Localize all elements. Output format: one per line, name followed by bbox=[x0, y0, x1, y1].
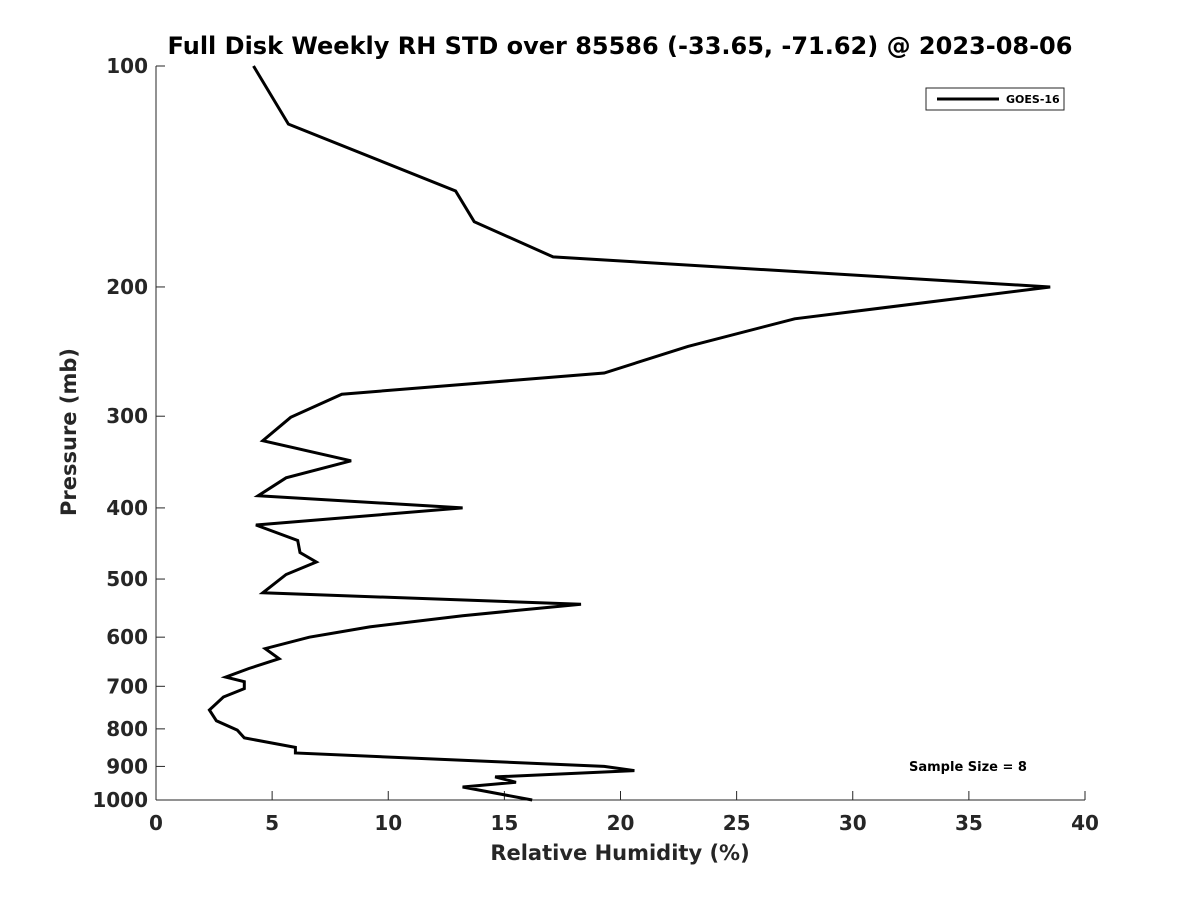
x-tick-label: 35 bbox=[955, 811, 983, 835]
x-tick-label: 15 bbox=[490, 811, 518, 835]
x-tick-label: 20 bbox=[607, 811, 635, 835]
y-axis-ticks: 100 200 300 400 500 600 700 800 900 1000 bbox=[92, 54, 165, 812]
x-axis-ticks: 0 5 10 15 20 25 30 35 40 bbox=[149, 791, 1099, 835]
x-tick-label: 30 bbox=[839, 811, 867, 835]
axes bbox=[155, 66, 1085, 801]
legend-entry-goes-16: GOES-16 bbox=[1006, 93, 1060, 106]
plot-area bbox=[156, 66, 1085, 800]
y-tick-label: 100 bbox=[106, 54, 148, 78]
x-axis-label: Relative Humidity (%) bbox=[490, 841, 749, 865]
y-tick-label: 800 bbox=[106, 717, 148, 741]
y-axis-label: Pressure (mb) bbox=[57, 348, 81, 516]
y-tick-label: 1000 bbox=[92, 788, 148, 812]
y-tick-label: 600 bbox=[106, 625, 148, 649]
legend: GOES-16 bbox=[925, 87, 1065, 111]
series-line-goes-16 bbox=[207, 65, 1051, 802]
x-tick-label: 5 bbox=[265, 811, 279, 835]
x-tick-label: 10 bbox=[374, 811, 402, 835]
chart-title: Full Disk Weekly RH STD over 85586 (-33.… bbox=[168, 32, 1073, 60]
y-tick-label: 700 bbox=[106, 674, 148, 698]
y-tick-label: 200 bbox=[106, 275, 148, 299]
y-tick-label: 400 bbox=[106, 496, 148, 520]
x-tick-label: 40 bbox=[1071, 811, 1099, 835]
x-tick-label: 0 bbox=[149, 811, 163, 835]
sample-size-annotation: Sample Size = 8 bbox=[909, 760, 1027, 775]
y-tick-label: 900 bbox=[106, 754, 148, 778]
y-tick-label: 300 bbox=[106, 404, 148, 428]
y-tick-label: 500 bbox=[106, 567, 148, 591]
x-tick-label: 25 bbox=[723, 811, 751, 835]
series-lines bbox=[207, 65, 1051, 802]
